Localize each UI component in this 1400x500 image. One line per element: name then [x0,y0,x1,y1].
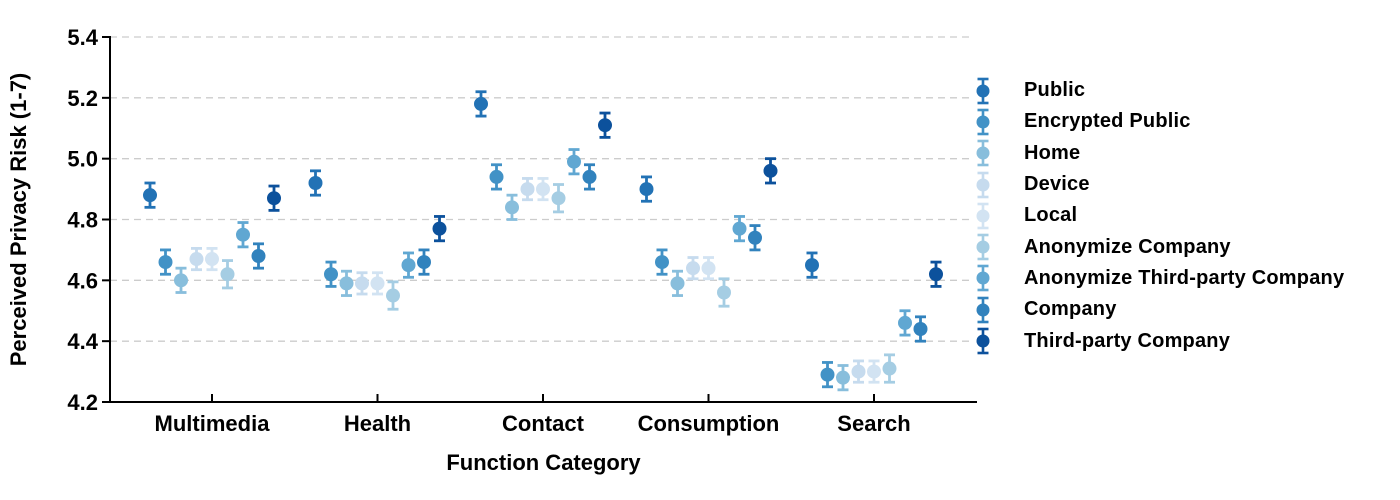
legend-errorbar-marker-icon [976,202,990,230]
data-point [386,288,400,303]
legend-errorbar-marker-icon [976,327,990,355]
data-point [582,169,597,184]
x-tick-label: Health [344,411,411,436]
data-point [401,258,416,273]
y-tick-label: 4.6 [67,268,98,293]
x-tick-label: Multimedia [155,411,271,436]
x-axis-title: Function Category [446,450,641,475]
data-point [189,252,204,267]
data-point [174,273,188,288]
legend-label: Company [1024,298,1117,321]
legend-errorbar-marker-icon [976,139,990,167]
data-point [417,255,431,270]
data-point [205,252,219,267]
data-point [701,261,716,276]
y-tick-label: 5.4 [67,25,98,50]
data-point [655,255,669,270]
legend-label: Encrypted Public [1024,110,1191,133]
data-point [339,276,354,291]
data-point [267,191,281,206]
data-point [670,276,685,291]
legend-item: Company [975,294,1344,325]
legend-label: Home [1024,141,1081,164]
data-point [898,315,912,330]
legend-label: Anonymize Company [1024,235,1231,258]
data-point [567,154,581,169]
data-point [913,322,928,336]
legend-label: Public [1024,79,1086,102]
data-point [836,370,850,385]
legend-errorbar-marker-icon [976,77,990,104]
data-point [505,200,519,215]
data-point [489,169,504,184]
legend-errorbar-marker-icon [976,108,990,136]
y-tick-label: 4.8 [67,208,98,233]
y-tick-label: 5.2 [67,86,98,111]
legend-item: Local [975,200,1344,231]
data-point [851,364,866,379]
data-point [324,267,338,282]
data-point [474,96,488,111]
data-point [551,191,566,206]
data-point [251,249,266,263]
legend-item: Anonymize Company [975,231,1344,262]
data-point [805,258,819,273]
data-point [882,361,897,376]
legend-item: Anonymize Third-party Company [975,263,1344,294]
legend-item: Device [975,169,1344,200]
x-tick-label: Search [837,411,910,436]
data-point [143,188,157,203]
y-tick-label: 5.0 [67,147,98,172]
data-point [748,230,762,245]
legend-errorbar-marker-icon [976,265,990,292]
data-point [536,182,550,197]
data-point [929,267,943,282]
data-point [732,221,747,236]
legend-item: Home [975,138,1344,169]
data-point [520,182,535,197]
data-point [717,285,731,300]
data-point [639,182,654,197]
data-point [236,227,250,242]
legend-item: Encrypted Public [975,106,1344,137]
legend-label: Local [1024,204,1078,227]
legend-label: Third-party Company [1024,329,1231,352]
data-point [355,276,369,291]
legend-errorbar-marker-icon [976,233,990,261]
data-point [220,267,235,282]
data-point [308,176,323,190]
x-tick-label: Consumption [638,411,780,436]
y-tick-label: 4.2 [67,390,98,415]
data-point [432,221,447,236]
data-point [598,118,612,133]
legend-item: Third-party Company [975,325,1344,356]
data-point [686,261,700,276]
legend-item: Public [975,75,1344,106]
data-point [763,163,778,178]
legend-errorbar-marker-icon [976,296,990,324]
data-point [158,255,173,270]
legend-label: Device [1024,173,1090,196]
legend-label: Anonymize Third-party Company [1024,266,1345,289]
legend-errorbar-marker-icon [976,171,990,198]
data-point [867,364,881,379]
x-tick-label: Contact [502,411,585,436]
y-tick-label: 4.4 [67,329,98,354]
y-axis-title: Perceived Privacy Risk (1-7) [6,73,31,367]
legend: Public Encrypted Public Home Device Local Ano… [975,75,1344,357]
data-point [820,367,835,382]
data-point [370,276,385,291]
